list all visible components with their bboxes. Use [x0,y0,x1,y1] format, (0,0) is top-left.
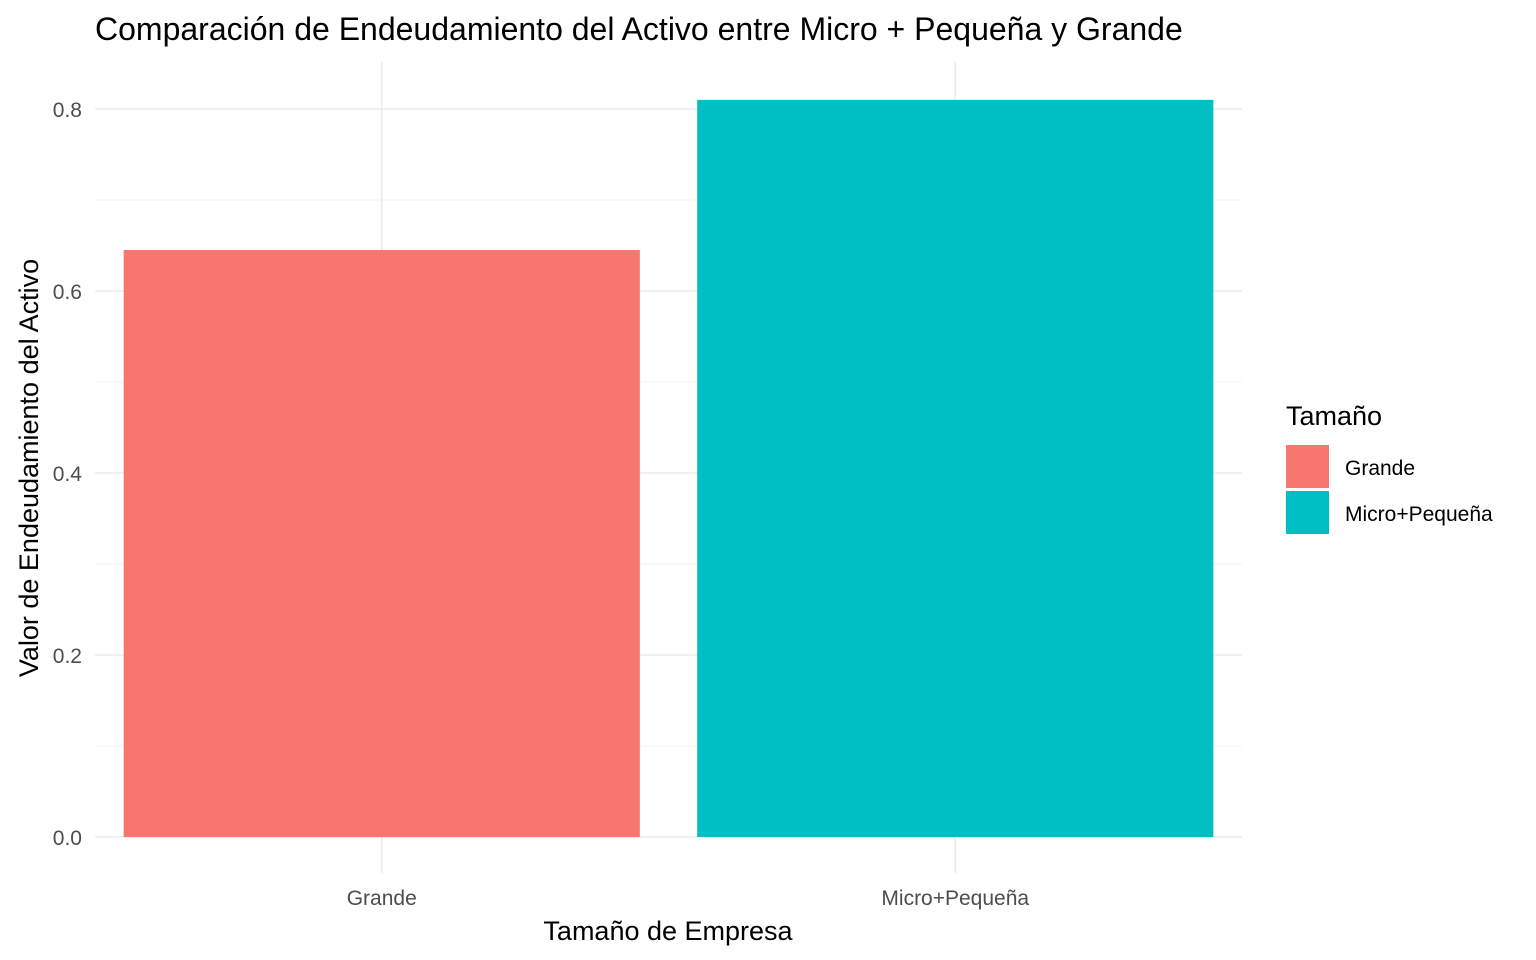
y-axis-title: Valor de Endeudamiento del Activo [14,259,44,677]
legend-label: Grande [1345,457,1415,480]
x-axis-tick-labels: Grande Micro+Pequeña [347,887,1030,910]
y-tick-label: 0.8 [53,99,82,122]
legend-swatch [1286,445,1329,488]
legend-entries: Grande Micro+Pequeña [1286,445,1493,534]
legend-swatch [1286,491,1329,534]
x-axis-title: Tamaño de Empresa [543,916,793,946]
y-tick-label: 0.0 [53,827,82,850]
y-tick-label: 0.6 [53,281,82,304]
y-tick-label: 0.4 [53,463,83,486]
bar-grande [123,250,640,838]
bars [123,99,1214,838]
x-tick-label: Grande [347,887,417,910]
legend: Tamaño Grande Micro+Pequeña [1286,401,1493,534]
y-axis-tick-labels: 0.0 0.2 0.4 0.6 0.8 [53,99,83,850]
legend-label: Micro+Pequeña [1345,503,1493,526]
x-tick-label: Micro+Pequeña [881,887,1029,910]
legend-title: Tamaño [1286,401,1382,431]
y-tick-label: 0.2 [53,645,82,668]
bar-micro-peque-a [697,99,1214,837]
chart-title: Comparación de Endeudamiento del Activo … [95,11,1183,47]
